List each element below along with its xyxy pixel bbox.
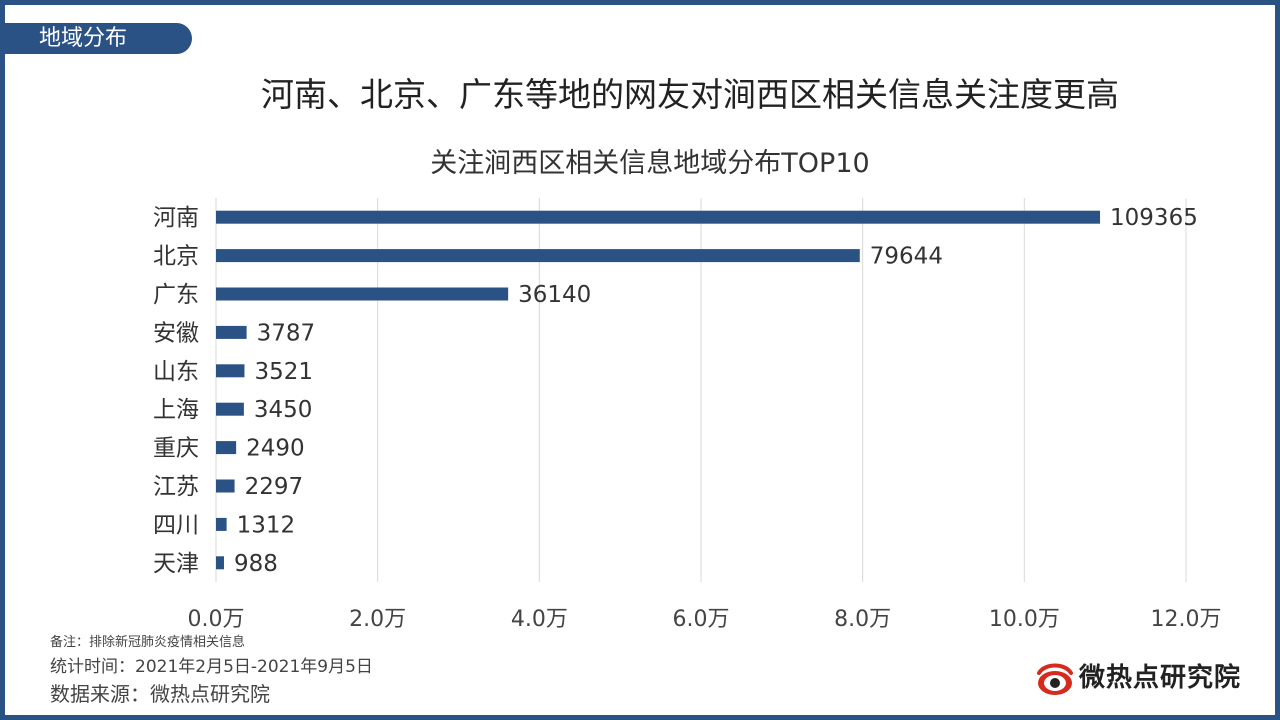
data-label: 36140 bbox=[518, 282, 591, 308]
data-label: 3450 bbox=[254, 397, 313, 423]
brand-name: 微热点研究院 bbox=[1079, 663, 1242, 693]
weibo-eye-icon bbox=[1037, 663, 1073, 695]
x-tick-label: 4.0万 bbox=[511, 607, 568, 632]
x-tick-label: 12.0万 bbox=[1151, 607, 1222, 632]
bar bbox=[216, 325, 247, 339]
data-label: 109365 bbox=[1110, 205, 1198, 231]
data-label: 3787 bbox=[257, 320, 316, 346]
bar bbox=[216, 479, 235, 493]
period-note: 统计时间：2021年2月5日-2021年9月5日 bbox=[50, 657, 373, 677]
category-label: 河南 bbox=[153, 205, 199, 231]
data-label: 3521 bbox=[254, 359, 313, 385]
section-tab-label: 地域分布 bbox=[39, 26, 128, 51]
bar bbox=[216, 441, 237, 455]
category-label: 山东 bbox=[153, 359, 199, 385]
category-label: 天津 bbox=[153, 551, 199, 577]
x-tick-label: 2.0万 bbox=[349, 607, 406, 632]
chart-title: 关注涧西区相关信息地域分布TOP10 bbox=[430, 148, 870, 179]
data-label: 79644 bbox=[870, 244, 943, 270]
remark-note: 备注：排除新冠肺炎疫情相关信息 bbox=[50, 635, 246, 650]
bar bbox=[216, 287, 509, 301]
category-label: 北京 bbox=[153, 244, 199, 270]
bar bbox=[216, 402, 244, 416]
category-label: 上海 bbox=[153, 397, 199, 423]
source-note: 数据来源：微热点研究院 bbox=[50, 682, 270, 706]
x-tick-label: 6.0万 bbox=[673, 607, 730, 632]
bar bbox=[216, 364, 245, 378]
data-label: 2490 bbox=[246, 436, 305, 462]
x-tick-label: 10.0万 bbox=[989, 607, 1060, 632]
section-tab: 地域分布 bbox=[5, 23, 192, 54]
category-label: 江苏 bbox=[153, 474, 199, 500]
bar bbox=[216, 556, 224, 570]
data-label: 988 bbox=[234, 551, 278, 577]
bar bbox=[216, 517, 227, 531]
category-label: 广东 bbox=[153, 282, 199, 308]
data-label: 1312 bbox=[237, 512, 296, 538]
x-tick-label: 8.0万 bbox=[834, 607, 891, 632]
page-headline: 河南、北京、广东等地的网友对涧西区相关信息关注度更高 bbox=[261, 75, 1119, 114]
bar bbox=[216, 249, 860, 263]
data-label: 2297 bbox=[245, 474, 304, 500]
category-label: 安徽 bbox=[153, 320, 199, 346]
brand-logo: 微热点研究院 bbox=[1035, 657, 1255, 701]
bar bbox=[216, 210, 1101, 224]
x-tick-label: 0.0万 bbox=[188, 607, 245, 632]
category-label: 重庆 bbox=[153, 436, 199, 462]
category-label: 四川 bbox=[153, 512, 199, 538]
